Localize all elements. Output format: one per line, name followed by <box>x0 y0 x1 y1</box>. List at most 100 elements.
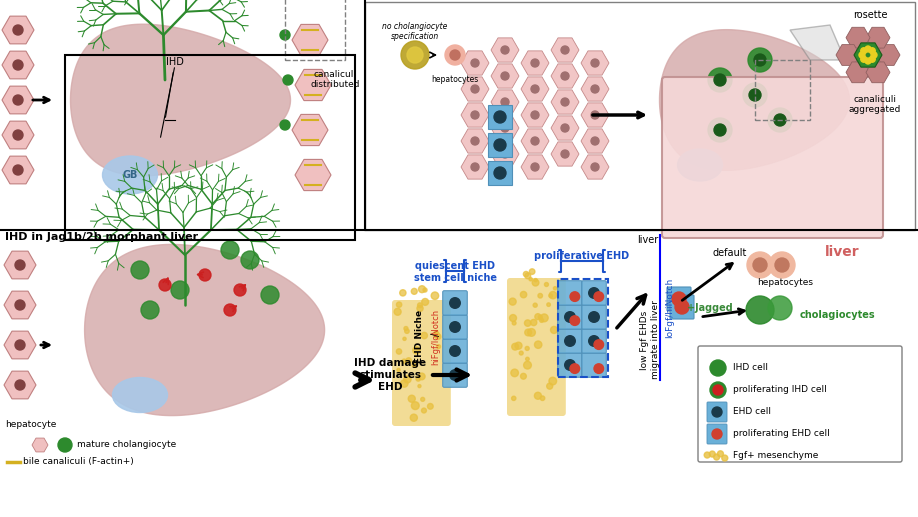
Text: low Fgf EHDs
migrate into liver: low Fgf EHDs migrate into liver <box>640 300 660 379</box>
Circle shape <box>510 369 519 377</box>
Circle shape <box>450 322 460 332</box>
Circle shape <box>768 108 792 132</box>
Circle shape <box>141 301 159 319</box>
Circle shape <box>494 139 506 151</box>
Circle shape <box>561 124 569 132</box>
Circle shape <box>471 59 479 67</box>
Circle shape <box>450 346 460 356</box>
Circle shape <box>471 111 479 119</box>
Circle shape <box>769 252 795 278</box>
Circle shape <box>754 54 766 66</box>
Circle shape <box>594 292 604 301</box>
Circle shape <box>591 85 599 93</box>
Text: canaliculi
aggregated: canaliculi aggregated <box>849 95 901 114</box>
Circle shape <box>411 402 420 409</box>
Circle shape <box>549 377 556 385</box>
Circle shape <box>588 288 599 298</box>
Circle shape <box>131 261 149 279</box>
Text: no cholangiocyte
specification: no cholangiocyte specification <box>382 22 448 41</box>
Circle shape <box>713 454 720 460</box>
Polygon shape <box>71 24 290 176</box>
Circle shape <box>405 329 409 333</box>
Circle shape <box>501 72 509 80</box>
Circle shape <box>531 59 539 67</box>
Circle shape <box>570 292 579 301</box>
Circle shape <box>712 429 722 439</box>
Circle shape <box>523 361 532 369</box>
Circle shape <box>541 314 548 322</box>
Circle shape <box>708 118 732 142</box>
Circle shape <box>859 52 865 58</box>
Circle shape <box>710 382 726 398</box>
Circle shape <box>445 45 465 65</box>
Circle shape <box>714 74 726 86</box>
Circle shape <box>535 314 541 320</box>
Circle shape <box>406 358 411 363</box>
Bar <box>755 60 810 120</box>
Text: hiFgf/loNotch: hiFgf/loNotch <box>431 309 441 364</box>
Circle shape <box>419 373 425 380</box>
Circle shape <box>400 380 408 387</box>
Circle shape <box>410 414 418 421</box>
Circle shape <box>525 273 531 279</box>
Text: proliferating IHD cell: proliferating IHD cell <box>733 386 827 394</box>
Polygon shape <box>790 25 845 60</box>
Circle shape <box>13 130 23 140</box>
FancyBboxPatch shape <box>558 281 582 306</box>
Circle shape <box>418 385 421 388</box>
Circle shape <box>865 58 871 64</box>
Circle shape <box>861 56 867 62</box>
Circle shape <box>714 124 726 136</box>
Text: hepatocytes: hepatocytes <box>431 75 478 84</box>
Circle shape <box>675 300 689 314</box>
Circle shape <box>421 408 427 413</box>
Circle shape <box>471 85 479 93</box>
Circle shape <box>713 385 723 395</box>
Bar <box>65 55 355 240</box>
Circle shape <box>869 56 875 62</box>
Bar <box>488 133 512 157</box>
Circle shape <box>494 167 506 179</box>
Circle shape <box>15 260 25 270</box>
Circle shape <box>534 392 542 399</box>
Circle shape <box>520 351 523 355</box>
Circle shape <box>280 30 290 40</box>
Circle shape <box>529 278 532 281</box>
Circle shape <box>421 332 428 339</box>
Circle shape <box>565 312 576 322</box>
Circle shape <box>561 98 569 106</box>
Circle shape <box>417 306 423 312</box>
Circle shape <box>13 165 23 175</box>
Circle shape <box>561 46 569 54</box>
Circle shape <box>412 363 416 367</box>
Text: liver: liver <box>637 235 658 245</box>
Text: mature cholangiocyte: mature cholangiocyte <box>77 440 176 449</box>
Circle shape <box>768 296 792 320</box>
Circle shape <box>15 340 25 350</box>
FancyBboxPatch shape <box>670 295 694 319</box>
Text: proliferative EHD: proliferative EHD <box>534 251 630 261</box>
Circle shape <box>511 396 516 401</box>
Text: quiescent EHD
stem cell niche: quiescent EHD stem cell niche <box>413 261 497 283</box>
Circle shape <box>494 111 506 123</box>
Circle shape <box>404 376 411 383</box>
Circle shape <box>159 279 171 291</box>
Circle shape <box>413 346 420 354</box>
Circle shape <box>549 294 553 298</box>
Circle shape <box>521 292 527 298</box>
Circle shape <box>433 332 440 338</box>
Circle shape <box>450 298 460 308</box>
Text: Fgf+ mesenchyme: Fgf+ mesenchyme <box>733 451 818 461</box>
Circle shape <box>420 398 425 401</box>
Circle shape <box>423 288 427 292</box>
Circle shape <box>533 303 537 307</box>
Circle shape <box>530 269 535 275</box>
Circle shape <box>594 364 604 373</box>
Circle shape <box>748 48 772 72</box>
Text: loFgf/hiNotch: loFgf/hiNotch <box>665 278 674 338</box>
Circle shape <box>419 286 425 293</box>
Text: proliferating EHD cell: proliferating EHD cell <box>733 430 830 438</box>
FancyBboxPatch shape <box>667 287 691 311</box>
Circle shape <box>540 396 544 401</box>
Circle shape <box>775 258 789 272</box>
